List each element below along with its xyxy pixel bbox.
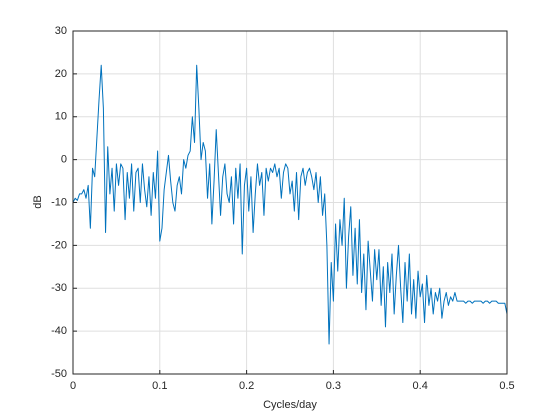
y-tick-label: -20 [51,239,67,251]
y-tick-label: -50 [51,368,67,380]
x-tick-label: 0 [70,380,76,392]
x-tick-label: 0.4 [413,380,428,392]
data-line [72,64,508,345]
y-tick-label: -40 [51,325,67,337]
x-tick-label: 0.5 [499,380,514,392]
y-tick-label: 20 [55,68,67,80]
x-tick-label: 0.1 [152,380,167,392]
y-tick-label: 30 [55,25,67,37]
x-tick-label: 0.2 [239,380,254,392]
x-tick-label: 0.3 [326,380,341,392]
y-tick-label: 0 [61,154,67,166]
y-tick-label: 10 [55,111,67,123]
y-tick-label: -30 [51,282,67,294]
y-axis-label: dB [32,195,44,208]
y-tick-label: -10 [51,196,67,208]
x-axis-label: Cycles/day [263,399,317,411]
